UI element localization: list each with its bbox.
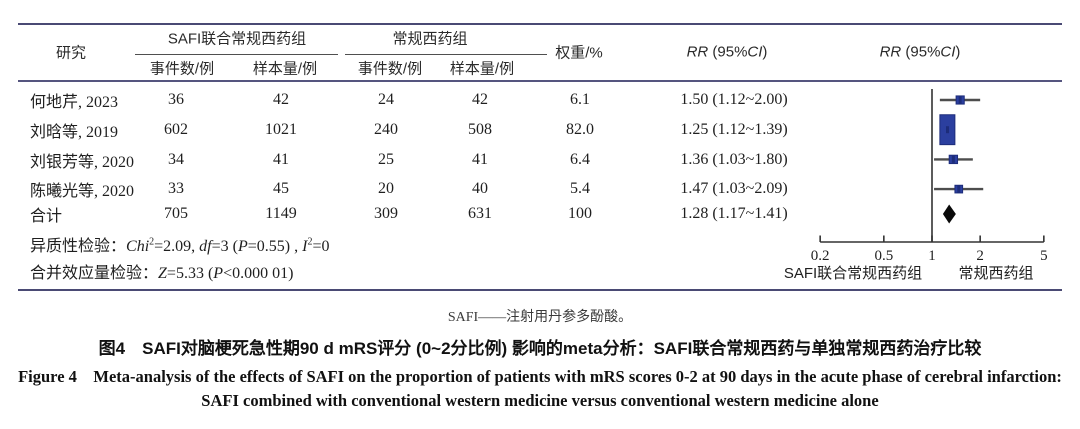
pooled-diamond (942, 204, 956, 224)
point-estimate-tick (951, 155, 955, 163)
col-header-sample2: 样本量/例 (449, 60, 515, 78)
table-row-study: 刘银芳等, 2020 (30, 154, 135, 171)
table-cell: 25 (378, 151, 394, 168)
col-header-rr: RR (95%CI) (686, 43, 768, 61)
table-cell: 5.4 (570, 180, 590, 197)
table-cell-rr: 1.25 (1.12~1.39) (680, 121, 788, 138)
col-header-group2: 常规西药组 (392, 30, 468, 48)
table-cell-rr: 1.50 (1.12~2.00) (680, 91, 788, 108)
table-cell: 41 (472, 151, 488, 168)
x-tick-label: 0.5 (874, 248, 893, 264)
figure-footnote: SAFI——注射用丹参多酚酸。 (447, 310, 633, 325)
table-cell: 240 (374, 121, 398, 138)
point-estimate-tick (957, 185, 961, 193)
table-cell-rr: 1.47 (1.03~2.09) (680, 180, 788, 197)
col-header-sample1: 样本量/例 (252, 60, 318, 78)
table-cell: 6.1 (570, 91, 590, 108)
table-cell: 82.0 (566, 121, 594, 138)
table-cell: 42 (273, 91, 289, 108)
col-header-rr-plot: RR (95%CI) (879, 43, 961, 61)
figure-title-zh: 图4 SAFI对脑梗死急性期90 d mRS评分 (0~2分比例) 影响的met… (98, 339, 982, 358)
table-cell-rr: 1.36 (1.03~1.80) (680, 151, 788, 168)
forest-plot: 0.2 0.5 1 2 5 SAFI联合常规西药组 常规西药组 (750, 84, 1080, 294)
table-cell: 1021 (265, 121, 297, 138)
table-row-study: 陈曦光等, 2020 (30, 183, 135, 200)
table-cell: 42 (472, 91, 488, 108)
col-header-weight: 权重/% (555, 44, 603, 62)
table-top-rule (18, 23, 1062, 26)
table-cell-rr: 1.28 (1.17~1.41) (680, 205, 788, 222)
col-header-study: 研究 (55, 44, 87, 62)
col-header-events2: 事件数/例 (357, 60, 423, 78)
table-row-study: 刘晗等, 2019 (30, 124, 119, 141)
table-header-rule (18, 80, 1062, 82)
favors-right-label: 常规西药组 (958, 265, 1033, 282)
heterogeneity-test-text: 异质性检验：Chi2=2.09, df=3 (P=0.55) , I2=0 (30, 236, 330, 255)
table-cell: 20 (378, 180, 394, 197)
table-cell: 41 (273, 151, 289, 168)
table-cell: 631 (468, 205, 492, 222)
table-cell: 1149 (265, 205, 297, 222)
table-cell: 508 (468, 121, 492, 138)
group1-underline (135, 54, 338, 56)
table-cell: 100 (568, 205, 592, 222)
table-cell: 309 (374, 205, 398, 222)
table-cell: 705 (164, 205, 188, 222)
table-cell: 602 (164, 121, 188, 138)
overall-effect-test-text: 合并效应量检验：Z=5.33 (P<0.000 01) (30, 265, 294, 282)
table-cell: 6.4 (570, 151, 590, 168)
x-tick-label: 2 (976, 248, 984, 264)
table-cell: 24 (378, 91, 394, 108)
table-cell: 33 (168, 180, 184, 197)
table-bottom-rule (18, 289, 1062, 292)
table-cell: 34 (168, 151, 184, 168)
table-cell: 45 (273, 180, 289, 197)
forest-plot-svg: 0.2 0.5 1 2 5 SAFI联合常规西药组 常规西药组 (784, 89, 1048, 282)
x-tick-label: 0.2 (811, 248, 830, 264)
x-tick-label: 1 (928, 248, 936, 264)
col-header-group1: SAFI联合常规西药组 (167, 30, 307, 48)
table-row-total-label: 合计 (30, 208, 63, 225)
table-cell: 36 (168, 91, 184, 108)
x-tick-label: 5 (1040, 248, 1048, 264)
point-estimate-tick (958, 96, 962, 104)
group2-underline (345, 54, 547, 56)
point-estimate-tick (946, 126, 950, 134)
table-cell: 40 (472, 180, 488, 197)
figure-title-en-line1: Figure 4 Meta-analysis of the effects of… (18, 367, 1062, 386)
table-row-study: 何地芹, 2023 (30, 94, 119, 111)
col-header-events1: 事件数/例 (149, 60, 215, 78)
favors-left-label: SAFI联合常规西药组 (784, 265, 922, 282)
figure-title-en-line2: SAFI combined with conventional western … (201, 391, 879, 410)
